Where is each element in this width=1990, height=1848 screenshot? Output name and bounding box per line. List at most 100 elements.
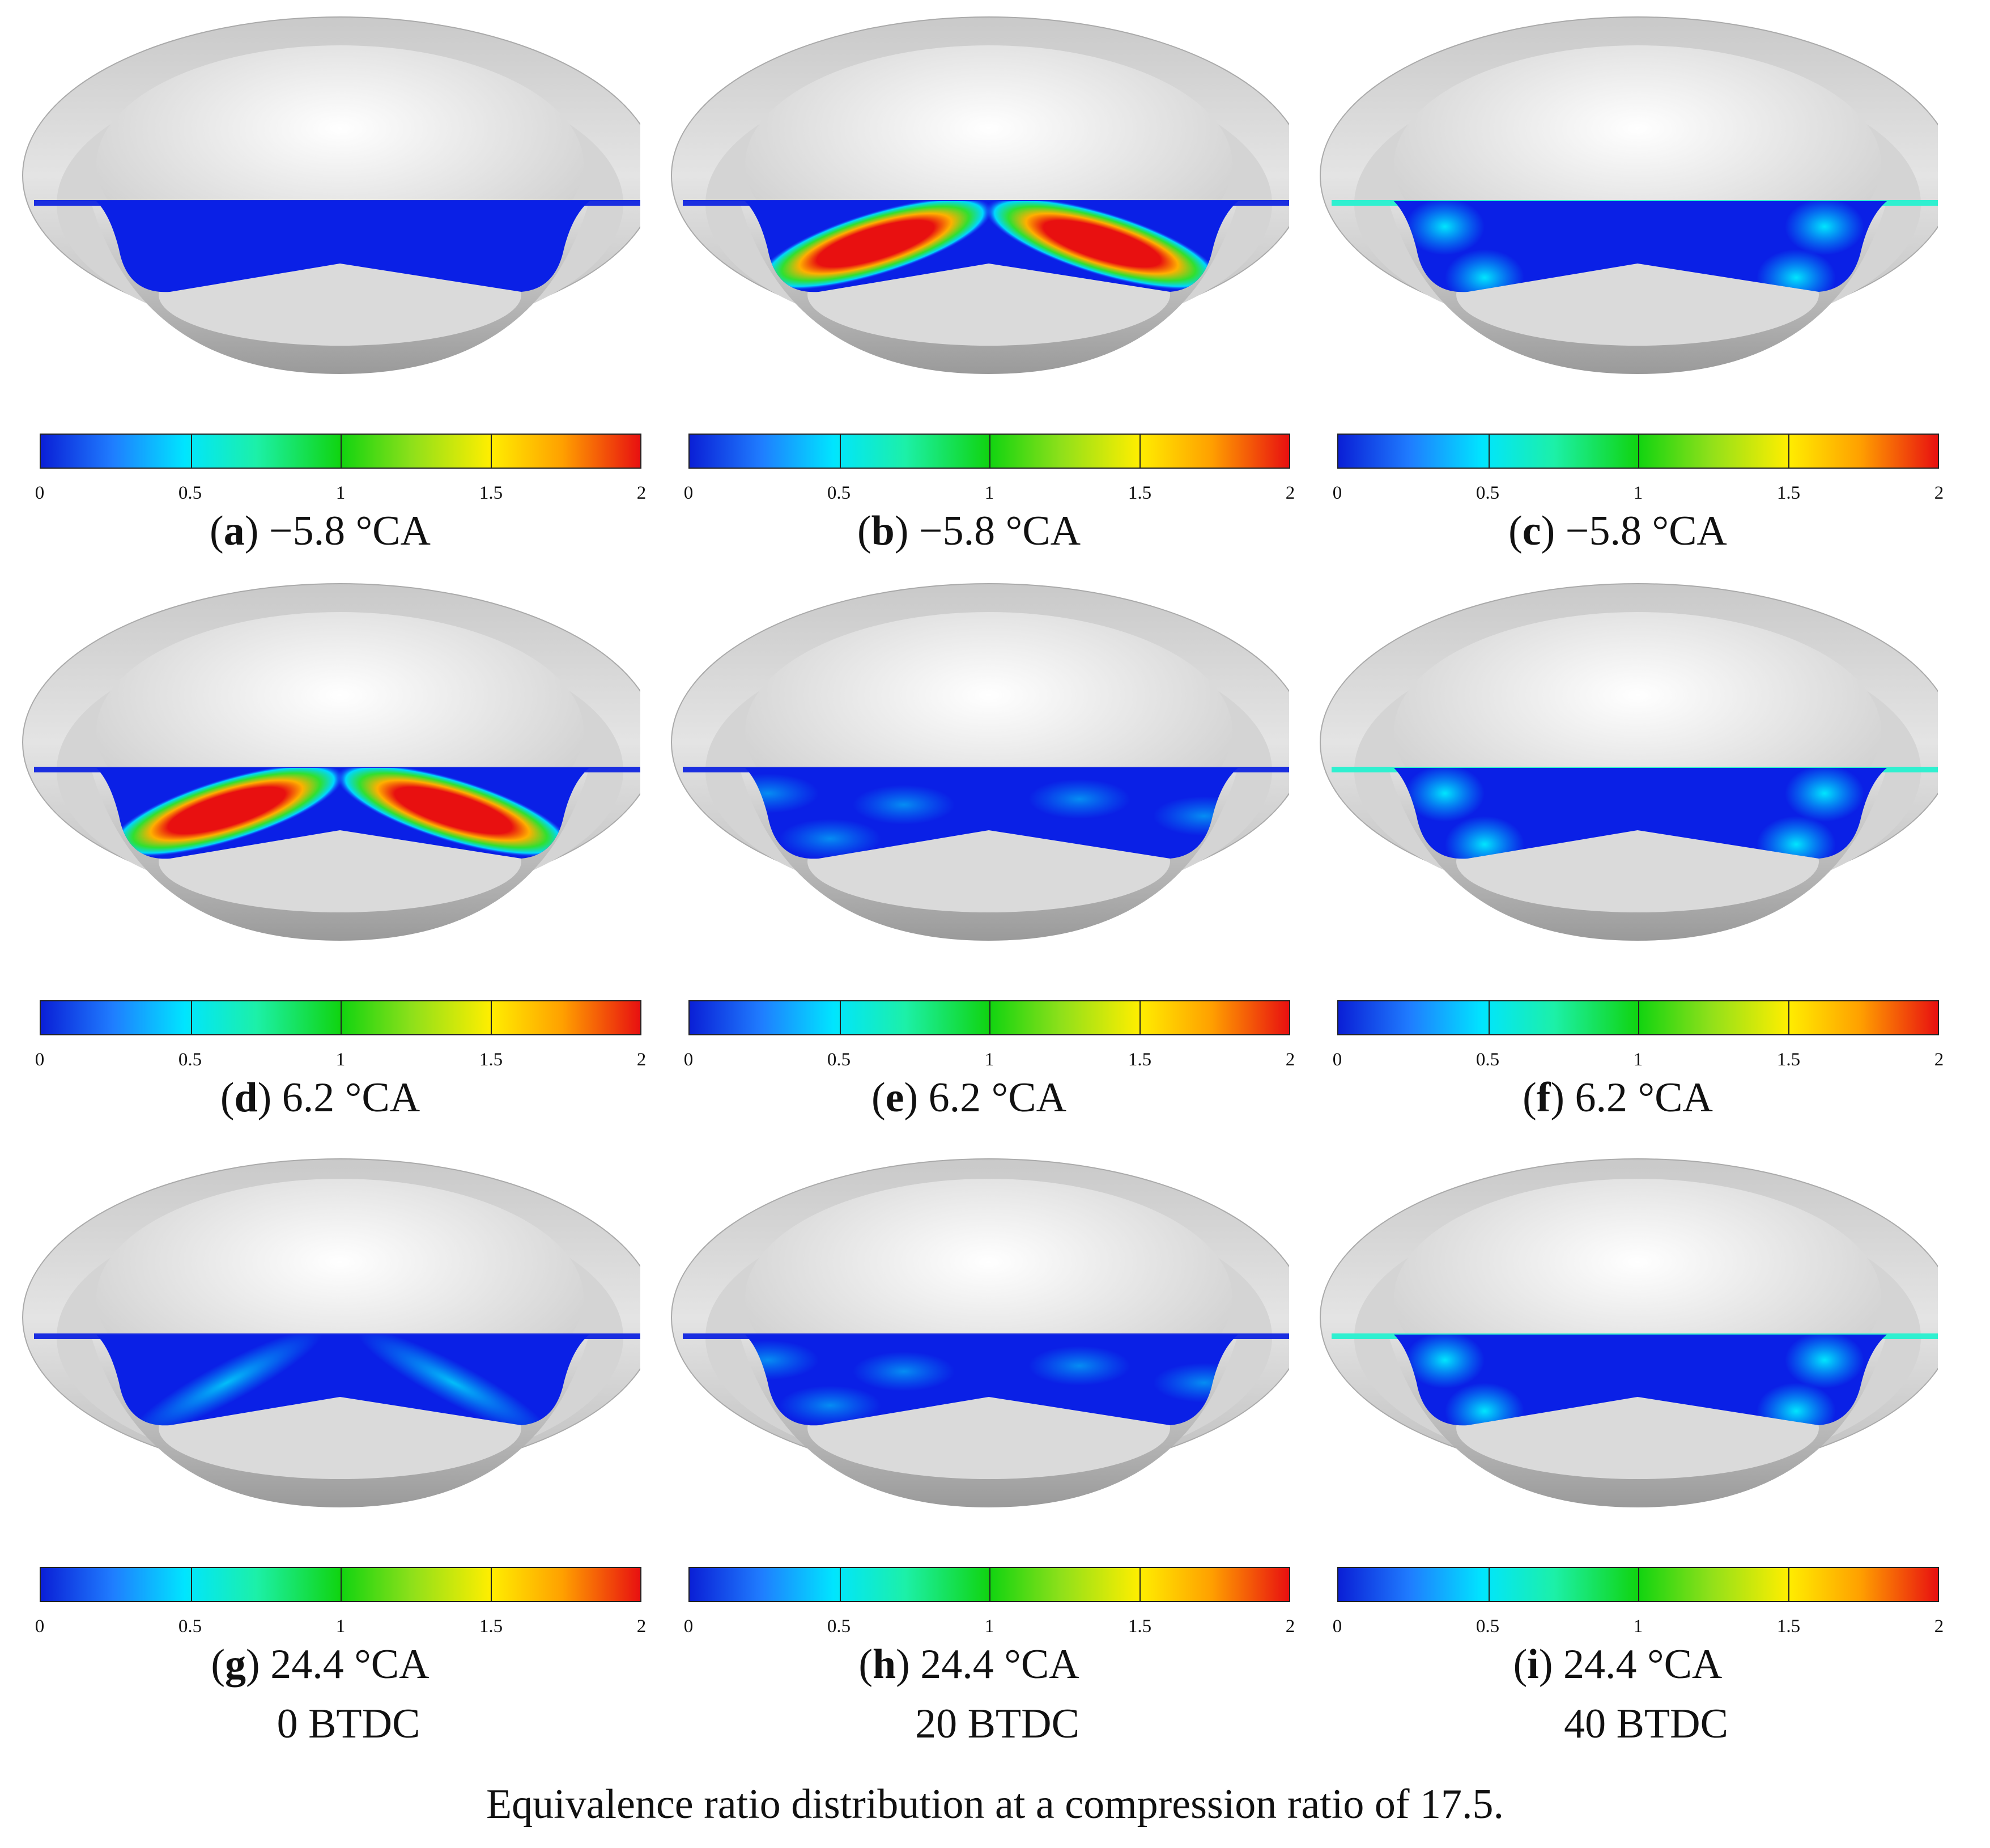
panel-caption: (b) −5.8 °CA [857, 508, 1081, 554]
colorbar-tick-label: 1.5 [1776, 1050, 1801, 1070]
colorbar-tick-label: 1 [984, 483, 994, 503]
colorbar-tick-label: 1.5 [479, 1616, 503, 1637]
colorbar-tick-label: 0.5 [827, 1616, 851, 1637]
colorbar-tick-label: 0.5 [178, 1616, 202, 1637]
colorbar-tick [839, 1568, 841, 1601]
colorbar-tick [190, 1001, 192, 1034]
colorbar [1337, 1000, 1939, 1035]
panel-caption: (d) 6.2 °CA [220, 1074, 420, 1121]
colorbar-tick-label: 1.5 [479, 483, 503, 503]
panel-caption: (a) −5.8 °CA [210, 508, 431, 554]
colorbar-tick-label: 0.5 [1476, 1616, 1500, 1637]
subcaption-col-3: 40 BTDC [1564, 1701, 1728, 1747]
colorbar-tick-label: 0 [683, 483, 694, 503]
colorbar-tick-label: 0 [35, 483, 45, 503]
colorbar-tick-label: 0.5 [1476, 1050, 1500, 1070]
piston-bowl-contour [1320, 16, 1938, 374]
colorbar-tick [1139, 1568, 1141, 1601]
colorbar [688, 434, 1290, 469]
colorbar-tick-label: 2 [1285, 1050, 1295, 1070]
panel-h: 0 0.5 1 1.5 2 (h) 24.4 °CA [649, 1145, 1295, 1711]
colorbar [40, 1000, 641, 1035]
colorbar-tick-label: 1 [984, 1050, 994, 1070]
piston-bowl-contour [671, 1158, 1289, 1507]
panel-g: 0 0.5 1 1.5 2 (g) 24.4 °CA [0, 1145, 646, 1711]
colorbar-tick-label: 1.5 [1128, 483, 1152, 503]
colorbar-tick-label: 2 [1934, 1050, 1944, 1070]
colorbar-tick [341, 1568, 342, 1601]
colorbar-tick [989, 1001, 990, 1034]
panel-d: 0 0.5 1 1.5 2 (d) 6.2 °CA [0, 578, 646, 1145]
piston-bowl-contour [22, 1158, 640, 1507]
colorbar-tick [1638, 435, 1639, 468]
panel-caption: (e) 6.2 °CA [871, 1074, 1067, 1121]
colorbar-tick [190, 1568, 192, 1601]
panel-caption: (h) 24.4 °CA [858, 1641, 1079, 1688]
colorbar-tick-label: 1 [984, 1616, 994, 1637]
colorbar-tick [341, 435, 342, 468]
colorbar-tick-label: 0 [1332, 1616, 1342, 1637]
colorbar-tick-label: 1.5 [479, 1050, 503, 1070]
colorbar-tick-label: 0 [1332, 483, 1342, 503]
colorbar-tick [1788, 1568, 1789, 1601]
colorbar-tick-label: 1 [1633, 483, 1643, 503]
panel-a: 0 0.5 1 1.5 2 (a) −5.8 °CA [0, 11, 646, 578]
colorbar-tick-label: 0 [35, 1616, 45, 1637]
colorbar-tick-label: 1.5 [1128, 1616, 1152, 1637]
colorbar-tick [1788, 435, 1789, 468]
colorbar-tick-label: 1 [335, 1050, 346, 1070]
panel-b: 0 0.5 1 1.5 2 (b) −5.8 °CA [649, 11, 1295, 578]
subcaption-col-2: 20 BTDC [915, 1701, 1079, 1747]
panel-caption: (g) 24.4 °CA [211, 1641, 430, 1688]
colorbar-tick [1139, 1001, 1141, 1034]
colorbar-tick-label: 2 [1934, 1616, 1944, 1637]
colorbar-tick-label: 0 [683, 1050, 694, 1070]
colorbar-tick-label: 2 [636, 1616, 647, 1637]
colorbar-tick [490, 1001, 492, 1034]
colorbar-tick [1488, 1001, 1490, 1034]
colorbar-tick [1638, 1001, 1639, 1034]
colorbar-tick [989, 435, 990, 468]
colorbar-tick-label: 0.5 [827, 1050, 851, 1070]
colorbar-tick-label: 0 [683, 1616, 694, 1637]
colorbar-tick [190, 435, 192, 468]
piston-bowl-contour [22, 16, 640, 374]
panel-e: 0 0.5 1 1.5 2 (e) 6.2 °CA [649, 578, 1295, 1145]
colorbar-tick-label: 1.5 [1776, 483, 1801, 503]
colorbar [1337, 434, 1939, 469]
colorbar-tick-label: 1 [1633, 1616, 1643, 1637]
colorbar [1337, 1567, 1939, 1602]
panel-caption: (c) −5.8 °CA [1508, 508, 1727, 554]
colorbar [688, 1000, 1290, 1035]
colorbar-tick [1488, 435, 1490, 468]
colorbar-tick [341, 1001, 342, 1034]
colorbar [40, 1567, 641, 1602]
colorbar-tick-label: 2 [1934, 483, 1944, 503]
colorbar-tick [989, 1568, 990, 1601]
piston-bowl-contour [1320, 583, 1938, 941]
colorbar-tick-label: 1.5 [1776, 1616, 1801, 1637]
colorbar-tick [1638, 1568, 1639, 1601]
panel-f: 0 0.5 1 1.5 2 (f) 6.2 °CA [1298, 578, 1944, 1145]
colorbar-tick [1488, 1568, 1490, 1601]
piston-bowl-contour [22, 583, 640, 941]
colorbar-tick-label: 0.5 [178, 483, 202, 503]
colorbar-tick [490, 1568, 492, 1601]
figure-caption: Equivalence ratio distribution at a comp… [486, 1781, 1504, 1828]
colorbar-tick [1788, 1001, 1789, 1034]
colorbar-tick [839, 1001, 841, 1034]
colorbar-tick-label: 1.5 [1128, 1050, 1152, 1070]
colorbar-tick-label: 1 [1633, 1050, 1643, 1070]
colorbar-tick-label: 2 [1285, 483, 1295, 503]
colorbar-tick [1139, 435, 1141, 468]
colorbar-tick-label: 0.5 [827, 483, 851, 503]
colorbar-tick-label: 2 [636, 483, 647, 503]
colorbar-tick [839, 435, 841, 468]
colorbar-tick-label: 0.5 [1476, 483, 1500, 503]
panel-caption: (i) 24.4 °CA [1513, 1641, 1723, 1688]
colorbar-tick-label: 0 [1332, 1050, 1342, 1070]
piston-bowl-contour [671, 16, 1289, 374]
piston-bowl-contour [671, 583, 1289, 941]
subcaption-col-1: 0 BTDC [277, 1701, 420, 1747]
colorbar [40, 434, 641, 469]
